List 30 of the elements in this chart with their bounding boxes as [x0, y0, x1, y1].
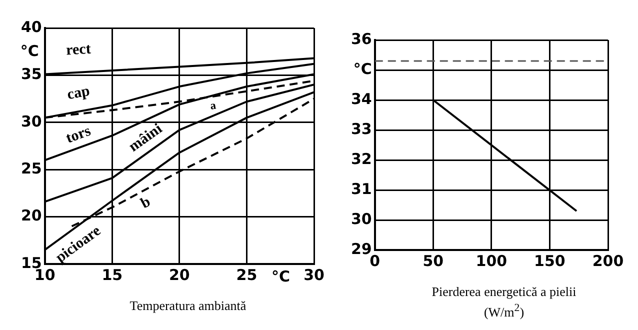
- y-tick-label: 30: [21, 112, 42, 130]
- x-tick-label: 100: [476, 252, 508, 270]
- x-tick-label: 200: [592, 252, 624, 270]
- text: b: [138, 194, 154, 212]
- x-tick-label: 0: [370, 252, 380, 270]
- series-label: rect: [66, 41, 92, 59]
- y-tick-label: 35: [21, 65, 42, 84]
- y-tick-label: 34: [351, 90, 372, 108]
- y-tick-label: 36: [351, 30, 372, 48]
- x-tick-label: 150: [534, 252, 566, 270]
- x-tick-label: 25: [236, 266, 258, 284]
- y-tick-label: 30: [351, 210, 372, 228]
- y-tick-label: 25: [21, 159, 42, 178]
- text: tors: [64, 123, 94, 147]
- text: cap: [66, 83, 91, 104]
- y-tick-label: 40: [21, 18, 42, 36]
- x-tick-label: 50: [422, 252, 444, 270]
- y-tick-label: 33: [351, 120, 372, 138]
- y-tick-label: °C: [353, 60, 372, 78]
- y-tick-label: 20: [21, 206, 42, 225]
- y-tick-label: 29: [351, 240, 372, 258]
- x-tick-label: 15: [102, 266, 123, 284]
- text: a: [209, 100, 218, 112]
- x-tick-label: 30: [304, 266, 324, 284]
- x-tick-label: 20: [169, 266, 190, 284]
- text: °C: [271, 267, 290, 286]
- y-tick-label: 32: [351, 150, 372, 168]
- y-tick-label: 31: [351, 180, 372, 198]
- x-axis-title: Pierderea energetică a pielii (W/m$^{2}$): [430, 284, 578, 320]
- x-axis-title: Temperatura ambiantă: [128, 298, 248, 314]
